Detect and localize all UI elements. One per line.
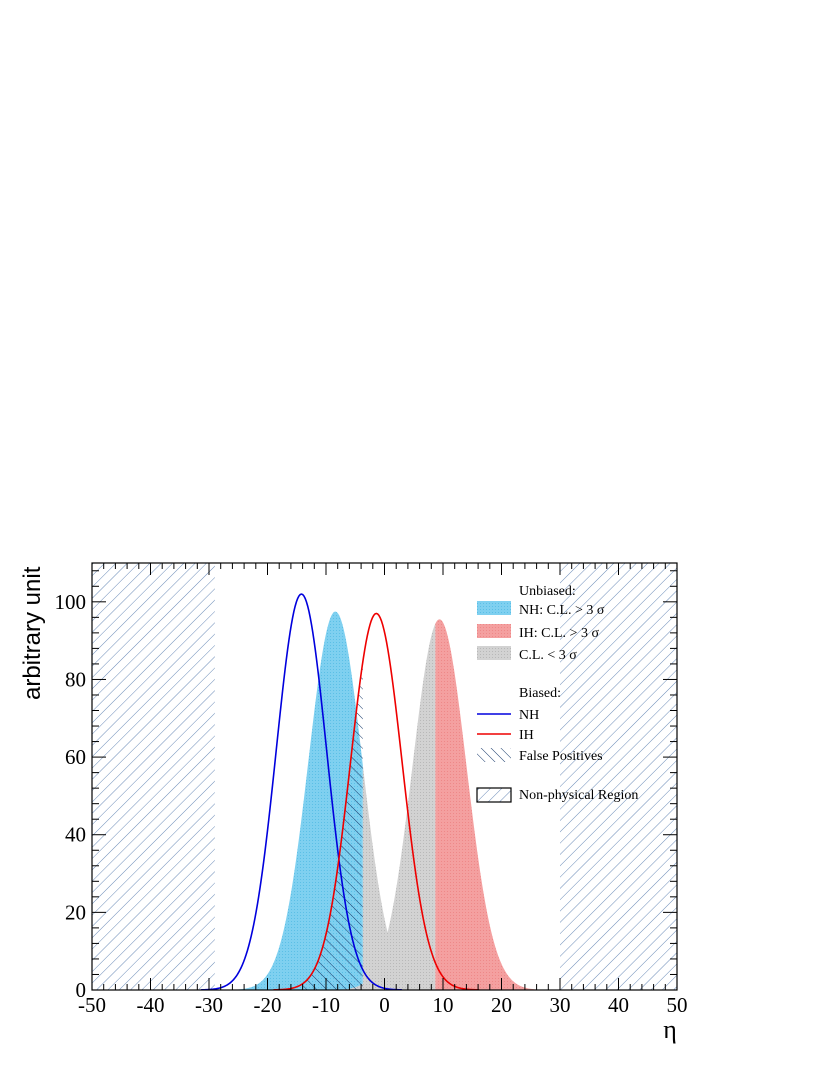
- y-tick-label: 80: [65, 667, 86, 691]
- legend-nh-fill-label: NH: C.L. > 3 σ: [519, 603, 605, 618]
- ih-unbiased-cl-area: [331, 623, 436, 990]
- plot-area: [92, 563, 677, 990]
- x-tick-label: 50: [667, 993, 688, 1017]
- y-tick-label: 100: [55, 590, 87, 614]
- false-positive-group: [302, 661, 363, 990]
- biased-line-group: [200, 593, 480, 990]
- x-axis-title: η: [663, 1015, 677, 1044]
- y-tick-label: 60: [65, 745, 86, 769]
- x-tick-label: -10: [312, 993, 340, 1017]
- legend-ih-fill-label: IH: C.L. > 3 σ: [519, 626, 599, 641]
- nh-biased-line: [200, 593, 403, 990]
- y-axis-ticks: 0 20 40 60 80 100: [55, 570, 677, 1002]
- legend-false-positives-label: False Positives: [519, 749, 603, 764]
- legend-nh-line-label: NH: [519, 708, 539, 723]
- nh-unbiased-cl-area: [362, 765, 443, 990]
- legend-unbiased-header: Unbiased:: [519, 584, 576, 599]
- x-axis-ticks: -50 -40 -30 -20 -10 0 10 20 30 40 50: [78, 563, 688, 1017]
- y-tick-label: 40: [65, 823, 86, 847]
- ih-unbiased-area: [435, 619, 548, 990]
- non-physical-region-right: [560, 563, 677, 990]
- x-tick-label: -20: [254, 993, 282, 1017]
- x-tick-label: -40: [137, 993, 165, 1017]
- x-tick-label: 10: [433, 993, 454, 1017]
- unbiased-fill-group: [227, 611, 548, 990]
- x-tick-label: -30: [195, 993, 223, 1017]
- x-tick-label: 20: [491, 993, 512, 1017]
- x-tick-label: 30: [550, 993, 571, 1017]
- x-tick-label: 0: [379, 993, 390, 1017]
- x-tick-label: 40: [608, 993, 629, 1017]
- y-tick-label: 20: [65, 900, 86, 924]
- legend-cl-label: C.L. < 3 σ: [519, 648, 577, 663]
- legend-swatch-ih-fill: [477, 624, 511, 638]
- non-physical-region-group: [92, 563, 677, 990]
- ih-biased-line: [273, 612, 480, 990]
- legend-swatch-cl: [477, 646, 511, 660]
- legend-swatch-non-physical: [476, 787, 512, 803]
- legend-swatch-nh-fill: [477, 601, 511, 615]
- legend-non-physical-label: Non-physical Region: [519, 788, 638, 803]
- legend-biased-header: Biased:: [519, 686, 561, 701]
- legend-ih-line-label: IH: [519, 728, 534, 743]
- nh-unbiased-area: [227, 611, 363, 990]
- legend: Unbiased: NH: C.L. > 3 σ IH: C.L. > 3 σ …: [476, 584, 638, 803]
- y-axis-title: arbitrary unit: [19, 566, 46, 700]
- false-positive-area: [302, 661, 363, 990]
- legend-swatch-false-positives: [477, 748, 511, 762]
- x-tick-label: -50: [78, 993, 106, 1017]
- non-physical-region-left: [92, 563, 215, 990]
- y-tick-label: 0: [76, 978, 87, 1002]
